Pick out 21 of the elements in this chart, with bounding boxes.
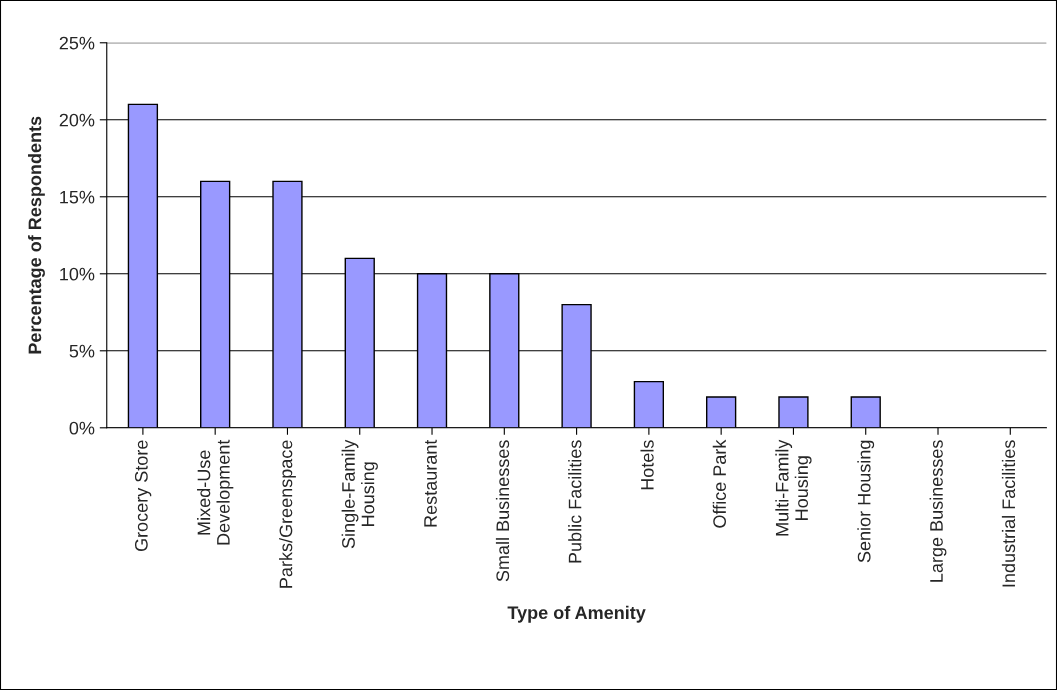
x-tick-label: Multi-Family Housing bbox=[775, 439, 812, 536]
x-tick-label: Large Businesses bbox=[929, 440, 947, 582]
x-tick-label: Mixed-Use Development bbox=[197, 439, 234, 545]
x-tick-label: Office Park bbox=[712, 439, 727, 528]
x-tick-label: Public Facilities bbox=[568, 440, 582, 563]
y-tick-label: 25% bbox=[59, 36, 95, 50]
x-tick-label: Senior Housing bbox=[857, 440, 875, 563]
x-tick-label: Grocery Store bbox=[134, 440, 152, 552]
y-tick-label: 20% bbox=[59, 113, 95, 127]
x-tick-label: Industrial Facilities bbox=[1001, 440, 1016, 587]
x-tick-label: Hotels bbox=[640, 440, 654, 490]
y-tick-label: 15% bbox=[60, 190, 95, 204]
x-tick-label: Small Businesses bbox=[495, 440, 510, 582]
y-axis-title: Percentage of Respondents bbox=[28, 116, 45, 354]
x-axis-title: Type of Amenity bbox=[507, 605, 646, 623]
y-tick-label: 10% bbox=[60, 267, 95, 281]
x-tick-label: Parks/Greenspace bbox=[279, 440, 296, 588]
y-tick-label: 5% bbox=[69, 344, 95, 358]
x-tick-label: Restaurant bbox=[424, 439, 437, 527]
x-tick-label: Single-Family Housing bbox=[341, 439, 378, 549]
y-tick-label: 0% bbox=[69, 421, 95, 435]
